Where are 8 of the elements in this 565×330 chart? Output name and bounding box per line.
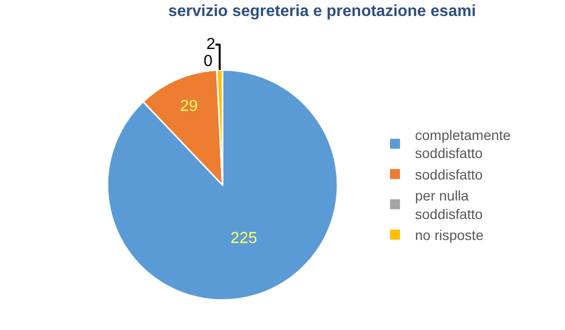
chart-title: servizio segreteria e prenotazione esami <box>168 3 476 20</box>
text: 0 <box>204 53 213 70</box>
data-label: 29 <box>180 98 198 116</box>
legend-label: soddisfatto <box>415 166 483 182</box>
data-label: 2 <box>206 36 216 54</box>
legend-label: no risposte <box>415 227 484 244</box>
pie-slice <box>106 69 338 301</box>
data-label: 225 <box>230 230 258 247</box>
